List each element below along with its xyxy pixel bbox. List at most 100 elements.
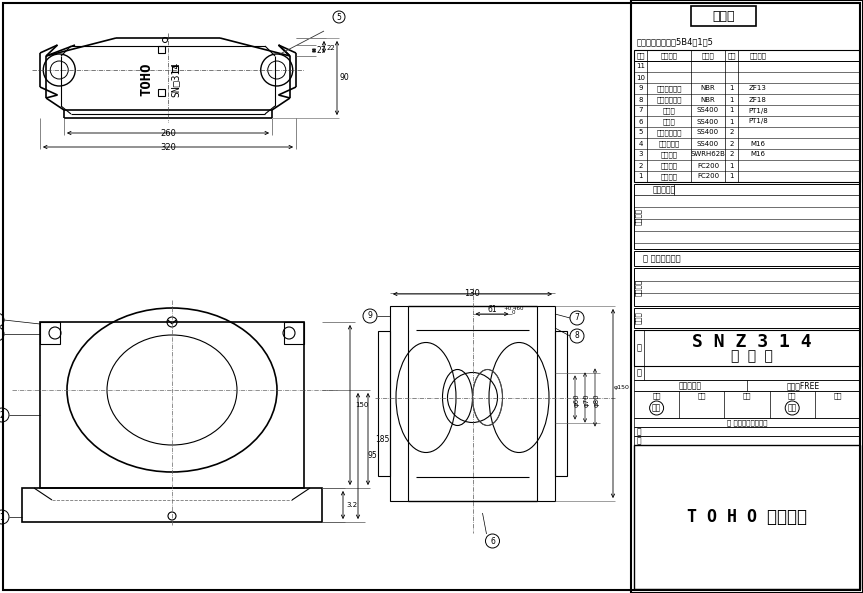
- Bar: [634, 251, 860, 266]
- Text: テーパーピン: テーパーピン: [656, 129, 682, 136]
- Text: 名: 名: [637, 343, 641, 352]
- Text: 7: 7: [639, 107, 643, 113]
- Text: 90: 90: [339, 74, 349, 82]
- Bar: [634, 427, 860, 436]
- Bar: [284, 322, 304, 344]
- Text: 変更履歴: 変更履歴: [634, 208, 641, 225]
- Text: 1: 1: [729, 107, 734, 113]
- Text: 11: 11: [636, 63, 645, 69]
- Text: 5: 5: [639, 129, 643, 135]
- Text: 納入先: 納入先: [634, 312, 641, 324]
- Bar: [40, 322, 304, 488]
- Text: 図: 図: [637, 427, 641, 436]
- Text: 排油栅: 排油栅: [663, 118, 676, 125]
- Bar: [555, 331, 567, 476]
- Text: TOHO: TOHO: [139, 62, 153, 95]
- Bar: [634, 184, 860, 249]
- Text: 130: 130: [464, 289, 481, 298]
- Bar: [172, 66, 178, 72]
- Text: 9: 9: [639, 85, 643, 91]
- Text: PT1/8: PT1/8: [748, 119, 768, 125]
- Text: SS400: SS400: [697, 107, 719, 113]
- Text: 8: 8: [575, 331, 579, 340]
- Text: 符号: 符号: [636, 52, 645, 59]
- Text: 2: 2: [0, 410, 4, 419]
- Text: SN□314: SN□314: [171, 61, 181, 97]
- Bar: [634, 330, 860, 366]
- Text: 1: 1: [639, 174, 643, 180]
- Text: 塗装色：マンセル5B4／1．5: 塗装色：マンセル5B4／1．5: [637, 37, 714, 46]
- Bar: [22, 488, 322, 522]
- Bar: [634, 391, 860, 418]
- Bar: [378, 331, 390, 476]
- Bar: [634, 418, 860, 427]
- Text: 備　　考: 備 考: [749, 52, 766, 59]
- Bar: [691, 6, 756, 26]
- Text: 22: 22: [326, 45, 336, 51]
- Text: 6: 6: [490, 537, 495, 546]
- Text: 写図: 写図: [833, 393, 841, 399]
- Text: T O H O 株式会社: T O H O 株式会社: [687, 508, 807, 526]
- Text: 年　月　日: 年 月 日: [653, 186, 676, 195]
- Text: 潤 潤：グリース: 潤 潤：グリース: [643, 254, 681, 263]
- Text: SS400: SS400: [697, 119, 719, 125]
- Text: 1: 1: [729, 162, 734, 168]
- Text: 六角ボルト: 六角ボルト: [658, 140, 680, 147]
- Text: ZF18: ZF18: [749, 97, 767, 103]
- Text: SS400: SS400: [697, 129, 719, 135]
- Text: 6: 6: [639, 119, 643, 125]
- Text: NBR: NBR: [701, 97, 715, 103]
- Text: オイルシール: オイルシール: [656, 96, 682, 103]
- Text: φ150: φ150: [614, 385, 630, 390]
- Bar: [634, 50, 860, 182]
- Text: 260: 260: [160, 129, 176, 138]
- Text: 61: 61: [488, 305, 497, 314]
- Text: S N Z 3 1 4: S N Z 3 1 4: [692, 333, 812, 350]
- Text: 給油栅: 給油栅: [663, 107, 676, 114]
- Text: 製 図　　年　月　日: 製 図 年 月 日: [727, 419, 767, 426]
- Text: 番: 番: [637, 436, 641, 445]
- Bar: [158, 89, 165, 96]
- Text: 2: 2: [729, 129, 734, 135]
- Text: 1: 1: [729, 119, 734, 125]
- Text: 谷口: 谷口: [788, 403, 797, 413]
- Text: 150: 150: [356, 402, 369, 408]
- Text: 2: 2: [729, 151, 734, 158]
- Text: 参考図: 参考図: [712, 9, 734, 23]
- Text: ZF13: ZF13: [749, 85, 767, 91]
- Text: 承認: 承認: [652, 393, 661, 399]
- Bar: [634, 445, 860, 589]
- Bar: [390, 306, 408, 501]
- Text: +0.460: +0.460: [503, 305, 524, 311]
- Text: 格: 格: [637, 368, 641, 378]
- Text: 27: 27: [316, 46, 326, 55]
- Text: オイルシール: オイルシール: [656, 85, 682, 92]
- Text: φ70: φ70: [584, 394, 590, 407]
- Text: 記載事項: 記載事項: [634, 279, 641, 295]
- Text: 95: 95: [367, 451, 377, 461]
- Text: 10: 10: [636, 75, 645, 81]
- Text: NBR: NBR: [701, 85, 715, 91]
- Bar: [634, 268, 860, 306]
- Text: 2: 2: [639, 162, 643, 168]
- Text: FC200: FC200: [697, 162, 719, 168]
- Text: 7: 7: [575, 314, 579, 323]
- Text: 材　質: 材 質: [702, 52, 715, 59]
- Text: 軸受台下: 軸受台下: [660, 173, 677, 180]
- Bar: [40, 322, 60, 344]
- Text: 5: 5: [337, 12, 342, 21]
- Text: φ80: φ80: [594, 394, 600, 407]
- Text: 部品名称: 部品名称: [660, 52, 677, 59]
- Text: 3.2: 3.2: [346, 502, 357, 508]
- Bar: [634, 308, 860, 328]
- Text: 尺度　FREE: 尺度 FREE: [787, 381, 820, 390]
- Text: 8: 8: [639, 97, 643, 103]
- Text: 矢部: 矢部: [652, 403, 661, 413]
- Text: 製図: 製図: [788, 393, 797, 399]
- Text: φ60: φ60: [574, 394, 580, 407]
- Text: 軸受台上: 軸受台上: [660, 162, 677, 169]
- Text: 3: 3: [639, 151, 643, 158]
- Text: PT1/8: PT1/8: [748, 107, 768, 113]
- Text: 320: 320: [160, 142, 176, 151]
- Text: 設計: 設計: [743, 393, 752, 399]
